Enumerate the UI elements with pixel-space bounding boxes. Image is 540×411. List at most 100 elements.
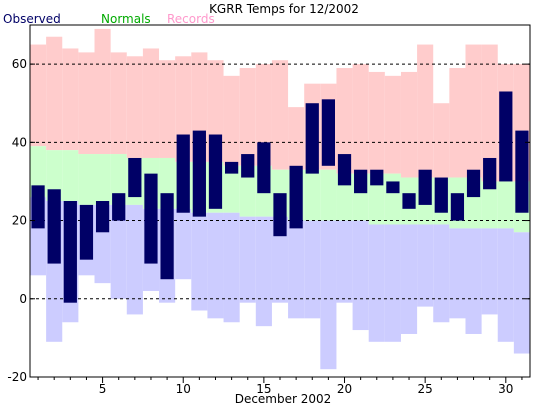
record-low-band [288, 220, 305, 319]
record-high-band [142, 48, 160, 158]
legend-records: Records [167, 12, 215, 26]
record-high-band [433, 103, 450, 178]
record-low-band [320, 220, 337, 370]
record-low-band [417, 224, 434, 307]
y-tick-label: 40 [12, 135, 27, 149]
record-high-band [481, 44, 498, 182]
x-tick-label: 20 [337, 382, 352, 396]
observed-bar [499, 91, 513, 182]
plot-area: -20 0 20 40 60 5 10 15 20 25 30 [7, 24, 531, 396]
normal-band [62, 150, 79, 201]
observed-bar [95, 201, 110, 233]
record-low-band [384, 224, 401, 342]
observed-bar [31, 185, 45, 229]
observed-bar [321, 99, 335, 166]
record-low-band [126, 204, 143, 315]
y-tick-label: -20 [7, 370, 27, 384]
observed-bar [354, 169, 368, 194]
record-low-band [175, 208, 192, 280]
normal-band [94, 154, 111, 205]
observed-bar [257, 142, 271, 194]
observed-bar [176, 134, 190, 213]
record-low-band [400, 224, 418, 334]
record-high-band [465, 44, 482, 178]
observed-bar [466, 169, 481, 198]
observed-bar [305, 103, 319, 174]
observed-bar [128, 157, 142, 198]
record-high-band [78, 52, 95, 155]
y-tick-label: 60 [12, 57, 27, 71]
record-low-band [191, 212, 208, 311]
normal-band [368, 173, 385, 225]
chart-title: KGRR Temps for 12/2002 [209, 2, 359, 16]
record-low-band [336, 220, 353, 303]
record-high-band [126, 56, 143, 158]
legend-normals: Normals [101, 12, 151, 26]
observed-bar [241, 154, 255, 178]
observed-bar [208, 134, 223, 209]
normal-band [46, 150, 63, 201]
record-high-band [368, 71, 385, 174]
record-low-band [255, 216, 272, 327]
observed-bar [79, 204, 94, 260]
observed-bar [450, 193, 465, 221]
record-low-band [223, 212, 240, 323]
x-tick-label: 15 [256, 382, 271, 396]
observed-bar [225, 161, 239, 174]
observed-bar [515, 130, 529, 213]
record-high-band [94, 28, 111, 155]
observed-bar [63, 201, 77, 303]
record-high-band [288, 107, 305, 170]
observed-bar [370, 169, 384, 186]
record-low-band [304, 220, 321, 319]
record-low-band [239, 216, 256, 303]
x-tick-label: 25 [418, 382, 433, 396]
observed-bar [289, 165, 303, 229]
record-low-band [481, 228, 498, 315]
observed-bar [418, 169, 432, 205]
observed-bar [144, 173, 158, 264]
normal-band [239, 165, 256, 217]
record-high-band [110, 52, 127, 155]
record-high-band [384, 75, 401, 174]
record-high-band [449, 68, 466, 178]
record-low-band [433, 224, 450, 323]
record-low-band [110, 204, 127, 299]
record-low-band [352, 220, 369, 331]
x-axis-label: December 2002 [235, 392, 332, 406]
record-high-band [30, 44, 47, 147]
observed-bar [483, 157, 497, 190]
observed-bar [47, 189, 61, 264]
normal-band [110, 154, 127, 205]
y-tick-label: 0 [19, 292, 27, 306]
record-low-band [207, 212, 224, 319]
record-high-band [352, 64, 369, 174]
record-low-band [497, 228, 514, 342]
record-high-band [417, 44, 434, 178]
normal-band [481, 181, 498, 229]
record-high-band [239, 68, 256, 166]
record-high-band [400, 71, 418, 178]
y-tick-label: 20 [12, 214, 27, 228]
observed-bar [112, 193, 126, 221]
record-low-band [271, 216, 289, 303]
normal-band [223, 165, 240, 213]
x-tick-label: 5 [99, 382, 107, 396]
record-high-band [271, 60, 289, 170]
observed-bar [402, 193, 416, 209]
legend-observed: Observed [3, 12, 61, 26]
record-high-band [255, 64, 272, 166]
record-low-band [513, 232, 530, 354]
record-high-band [336, 68, 353, 174]
record-low-band [449, 228, 466, 319]
record-low-band [368, 224, 385, 342]
record-high-band [159, 60, 176, 158]
normal-band [304, 169, 321, 221]
normal-band [384, 173, 401, 225]
observed-bar [337, 154, 352, 186]
record-high-band [46, 36, 63, 151]
normal-band [497, 181, 514, 229]
normal-band [78, 154, 95, 205]
